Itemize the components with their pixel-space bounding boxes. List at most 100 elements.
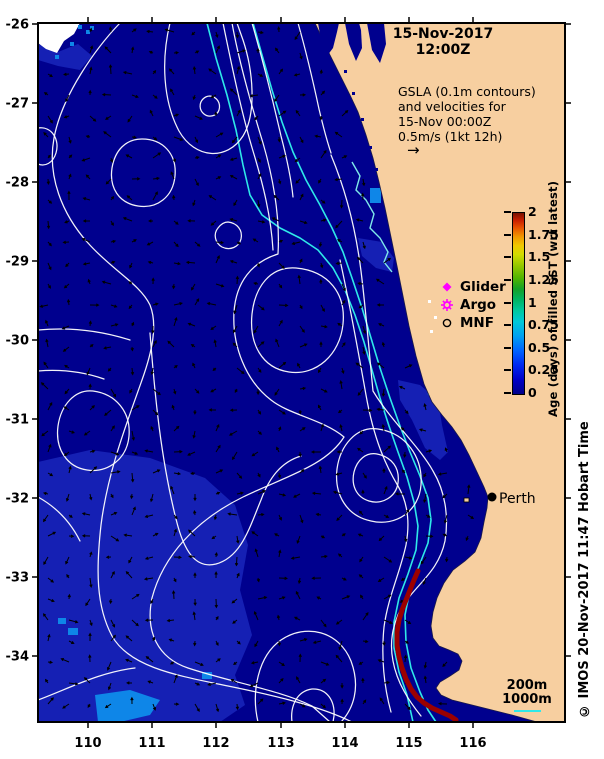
velocity-arrow [357,281,364,286]
velocity-arrow [192,430,196,439]
velocity-arrow [152,191,158,201]
velocity-arrow [85,598,91,607]
colorbar-tick-mark [504,392,511,394]
velocity-arrow [320,90,326,96]
velocity-arrow [81,157,91,162]
velocity-arrow [191,283,196,291]
velocity-arrow [43,132,49,138]
velocity-arrow [320,661,330,666]
velocity-arrow [173,702,180,706]
velocity-arrow [377,659,385,663]
sst-age-patch-bright [95,690,160,722]
velocity-arrow [236,640,241,645]
velocity-arrow [173,450,183,454]
bathymetry-depth-legend: 200m 1000m [500,679,554,712]
velocity-arrow [278,409,286,415]
glider-diamond-icon [439,279,455,295]
velocity-arrow [89,45,94,54]
velocity-arrow [236,109,241,117]
velocity-arrow [45,338,49,348]
gsla-contour [297,22,332,154]
velocity-arrow [278,110,287,117]
velocity-arrow [257,173,262,180]
velocity-arrow [190,343,196,348]
velocity-arrow [152,532,159,537]
velocity-arrow [110,634,116,642]
velocity-arrow [291,241,301,246]
velocity-arrow [232,619,238,624]
velocity-arrow [383,514,390,518]
velocity-arrow [63,283,70,289]
velocity-arrow [193,409,197,415]
velocity-arrow [88,320,92,327]
colorbar-tick-label: 1 [528,294,537,310]
velocity-arrow [465,535,469,542]
velocity-arrow [355,362,364,369]
bathymetry-line-sample [513,710,541,712]
colorbar-tick-label: 0 [528,385,537,400]
velocity-arrow [257,472,261,478]
velocity-arrow [42,514,49,523]
velocity-arrow [295,178,301,184]
velocity-arrow [105,555,112,559]
velocity-arrow [235,275,240,285]
velocity-arrow [341,299,346,306]
velocity-arrow [101,280,112,285]
velocity-arrow [130,346,134,352]
velocity-arrow [81,534,91,538]
velocity-arrow [168,68,175,75]
sst-age-patch [38,705,62,722]
velocity-arrow [47,115,53,124]
velocity-arrow [299,427,306,432]
velocity-arrow [68,430,75,434]
velocity-arrow [278,661,285,666]
velocity-arrow [152,388,161,396]
velocity-arrow [131,321,135,327]
velocity-arrow [236,241,242,245]
velocity-arrow [362,178,366,187]
velocity-arrow [148,50,154,55]
velocity-arrow [172,157,177,163]
colorbar-tick-mark [504,324,511,327]
y-axis-tick-label: -29 [6,255,30,270]
platform-legend: Glider Argo MNF [439,278,506,332]
velocity-arrow [151,325,155,334]
velocity-arrow [404,535,408,543]
perth-city-label: Perth [499,491,536,507]
velocity-arrow [65,493,70,502]
velocity-arrow [206,302,217,306]
velocity-arrow [251,451,259,457]
velocity-arrow [310,450,321,454]
velocity-arrow [318,404,322,411]
velocity-arrow [110,157,114,163]
velocity-arrow [47,531,57,537]
velocity-arrow [194,178,199,187]
velocity-arrow [173,555,182,559]
velocity-arrow [420,556,427,565]
velocity-arrow [191,31,196,36]
velocity-arrow [122,217,133,222]
y-axis-tick-label: -34 [6,650,30,665]
velocity-arrow [63,406,70,411]
velocity-arrow [173,388,177,395]
velocity-arrow [67,593,71,600]
velocity-arrow [47,154,52,159]
velocity-arrow [144,556,154,560]
velocity-arrow [341,367,345,374]
velocity-arrow [82,219,90,223]
velocity-arrow [173,577,177,583]
velocity-arrow [64,451,70,457]
velocity-arrow [233,661,238,666]
velocity-arrow [320,423,324,432]
velocity-arrow [46,220,51,230]
velocity-arrow [254,548,259,558]
velocity-arrow [194,661,204,666]
velocity-arrow [39,304,49,308]
velocity-arrow [437,472,448,476]
velocity-arrow [64,388,70,395]
velocity-arrow [86,367,91,376]
velocity-arrow [361,677,365,684]
velocity-arrow [215,444,221,453]
